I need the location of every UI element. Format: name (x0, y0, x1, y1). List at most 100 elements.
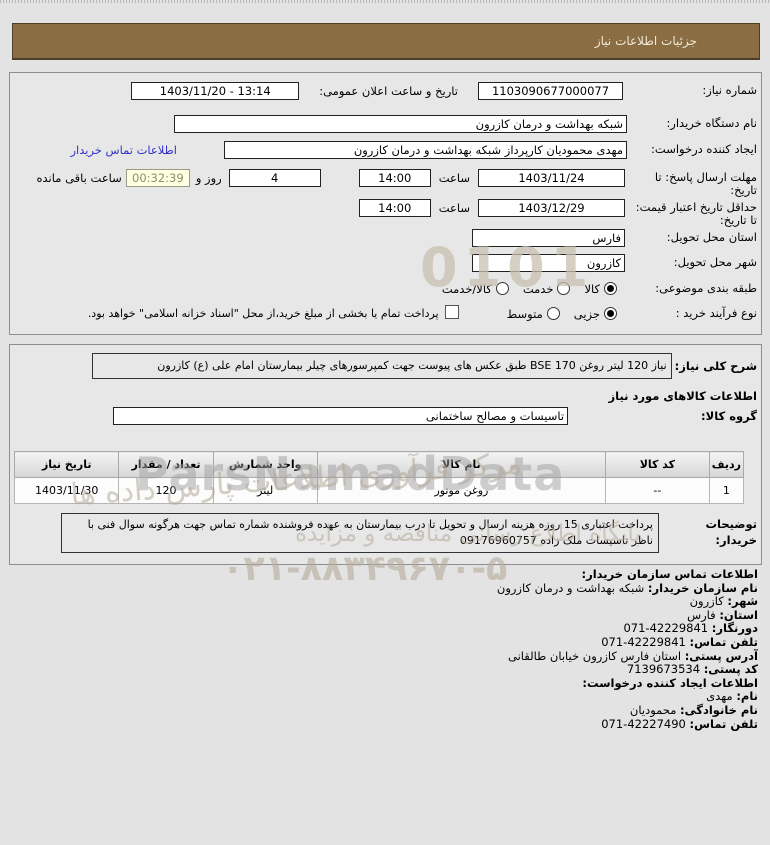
request-creator-label: ایجاد کننده درخواست: (651, 142, 757, 156)
need-details-panel: شماره نیاز: 1103090677000077 تاریخ و ساع… (9, 72, 762, 335)
radio-option[interactable]: خدمت (523, 282, 571, 296)
contact-line-value: فارس (687, 607, 720, 622)
treasury-checkbox-label: پرداخت تمام یا بخشی از مبلغ خرید،از محل … (87, 307, 439, 320)
countdown-label: ساعت باقی مانده (36, 171, 122, 185)
goods-panel: شرح کلی نیاز: نیاز 120 لیتر روغن BSE 170… (9, 344, 762, 565)
radio-selected-icon[interactable] (604, 282, 617, 295)
contact-line-value: 42229841-071 (623, 621, 712, 636)
need-description-box: نیاز 120 لیتر روغن BSE 170 طبق عکس های پ… (91, 353, 672, 379)
table-cell: 1403/11/30 (13, 477, 120, 504)
table-header-cell: واحد شمارش (212, 451, 318, 478)
contact-line: نام سازمان خریدار: شبکه بهداشت و درمان ک… (12, 580, 758, 596)
validity-date-input[interactable]: 1403/12/29 (478, 199, 625, 217)
contact-line-label: آدرس پستی: (684, 648, 758, 663)
buyer-notes-box: پرداخت اعتباری 15 روزه هزینه ارسال و تحو… (61, 513, 659, 553)
subject-class-options: کالا خدمت کالا/خدمت (428, 280, 617, 298)
table-header-cell: تاریخ نیاز (13, 451, 120, 478)
top-dotted-border (0, 0, 770, 3)
table-cell: -- (604, 477, 710, 504)
radio-option-label: کالا/خدمت (441, 282, 492, 296)
price-validity-label: حداقل تاریخ اعتبار قیمت: تا تاریخ: (635, 200, 757, 227)
contact-line-label: تلفن تماس: (689, 716, 758, 731)
announce-datetime-label: تاریخ و ساعت اعلان عمومی: (319, 84, 458, 98)
need-number-label: شماره نیاز: (702, 83, 757, 97)
contact-line-label: تلفن تماس: (689, 634, 758, 649)
announce-datetime-input[interactable]: 1403/11/20 - 13:14 (131, 82, 300, 100)
deadline-date-input[interactable]: 1403/11/24 (478, 169, 625, 187)
contact-line-value: 42229841-071 (601, 634, 690, 649)
radio-option-label: جزیی (573, 307, 600, 321)
contact-line: نام: مهدی (12, 690, 758, 704)
table-cell: روغن موتور (316, 477, 606, 504)
table-header-cell: ردیف (708, 451, 745, 478)
radio-unselected-icon[interactable] (495, 282, 509, 295)
contact-line: کد پستی: 7139673534 (12, 662, 758, 677)
table-row: 1 -- روغن موتور لیتر 120 1403/11/30 (13, 477, 745, 504)
deadline-hour-label: ساعت (438, 171, 470, 185)
contact-line-label: دورنگار: (711, 621, 758, 636)
radio-option[interactable]: کالا (584, 282, 617, 296)
process-type-options: جزیی متوسط (493, 305, 617, 323)
radio-option-label: کالا (584, 282, 600, 296)
goods-info-heading: اطلاعات کالاهای مورد نیاز (608, 389, 757, 403)
contact-line: تلفن تماس: 42229841-071 (12, 634, 758, 650)
delivery-city-input[interactable]: کازرون (472, 254, 625, 272)
contact-line-label: نام: (736, 689, 758, 704)
goods-table: ردیف کد کالا نام کالا واحد شمارش تعداد / مقد… (13, 451, 745, 504)
deadline-days-label: روز و (195, 171, 222, 185)
radio-option[interactable]: جزیی (574, 307, 617, 321)
table-header-cell: کد کالا (604, 451, 710, 478)
contact-line: شهر: کازرون (12, 594, 758, 609)
contact-line-label: نام سازمان خریدار: (647, 580, 758, 595)
goods-group-input[interactable]: تاسیسات و مصالح ساختمانی (113, 407, 569, 425)
contact-line-value: استان فارس کازرون خیابان طالقانی (507, 648, 685, 663)
radio-option-label: خدمت (522, 282, 554, 296)
table-header-cell: نام کالا (316, 451, 606, 478)
radio-option-label: متوسط (506, 307, 543, 321)
delivery-city-label: شهر محل تحویل: (673, 255, 757, 269)
subject-class-label: طبقه بندی موضوعی: (655, 281, 757, 295)
request-creator-input[interactable]: مهدی محمودیان کارپرداز شبکه بهداشت و درم… (224, 141, 627, 159)
contact-line-value: 42227490-071 (601, 716, 690, 731)
page-title: جزئیات اطلاعات نیاز (594, 34, 697, 48)
contact-line-value: مهدی (706, 689, 737, 704)
contact-line-label: شهر: (727, 594, 758, 609)
contact-creator-heading: اطلاعات ایجاد کننده درخواست: (582, 675, 758, 690)
contact-org-lines: نام سازمان خریدار: شبکه بهداشت و درمان ک… (12, 580, 758, 677)
contact-line: نام خانوادگی: محمودیان (12, 702, 758, 718)
response-deadline-label: مهلت ارسال پاسخ: تا تاریخ: (654, 170, 757, 197)
contact-org-heading: اطلاعات تماس سازمان خریدار: (581, 567, 758, 581)
contact-line: تلفن تماس: 42227490-071 (12, 716, 758, 732)
page-title-bar: جزئیات اطلاعات نیاز (12, 23, 760, 60)
contact-line-label: نام خانوادگی: (680, 702, 758, 717)
deadline-hour-input[interactable]: 14:00 (358, 169, 431, 187)
contact-line-value: شبکه بهداشت و درمان کازرون (496, 580, 648, 595)
radio-selected-icon[interactable] (604, 307, 617, 320)
deadline-days-input[interactable]: 4 (228, 169, 321, 187)
process-type-label: نوع فرآیند خرید : (675, 306, 757, 320)
table-cell: لیتر (212, 477, 318, 504)
buyer-contact-link[interactable]: اطلاعات تماس خریدار (70, 143, 177, 157)
validity-hour-label: ساعت (438, 201, 470, 215)
goods-group-label: گروه کالا: (701, 409, 757, 423)
validity-hour-input[interactable]: 14:00 (358, 199, 431, 217)
buyer-org-input[interactable]: شبکه بهداشت و درمان کازرون (174, 115, 627, 133)
table-cell: 1 (708, 477, 745, 504)
radio-option[interactable]: متوسط (507, 307, 560, 321)
buyer-org-label: نام دستگاه خریدار: (666, 116, 757, 130)
contact-section: اطلاعات تماس سازمان خریدار: نام سازمان خ… (12, 567, 758, 732)
radio-unselected-icon[interactable] (557, 282, 571, 295)
delivery-province-input[interactable]: فارس (472, 229, 625, 247)
treasury-checkbox[interactable] (444, 305, 459, 319)
contact-line-label: استان: (719, 607, 758, 622)
contact-line-value: 7139673534 (626, 662, 704, 677)
countdown-display: 00:32:39 (125, 169, 190, 187)
table-header-cell: تعداد / مقدار (118, 451, 214, 478)
need-number-input[interactable]: 1103090677000077 (478, 82, 623, 100)
radio-unselected-icon[interactable] (546, 307, 560, 320)
contact-line-value: محمودیان (629, 702, 681, 717)
need-description-label: شرح کلی نیاز: (674, 359, 757, 373)
delivery-province-label: استان محل تحویل: (666, 230, 757, 244)
radio-option[interactable]: کالا/خدمت (442, 282, 509, 296)
